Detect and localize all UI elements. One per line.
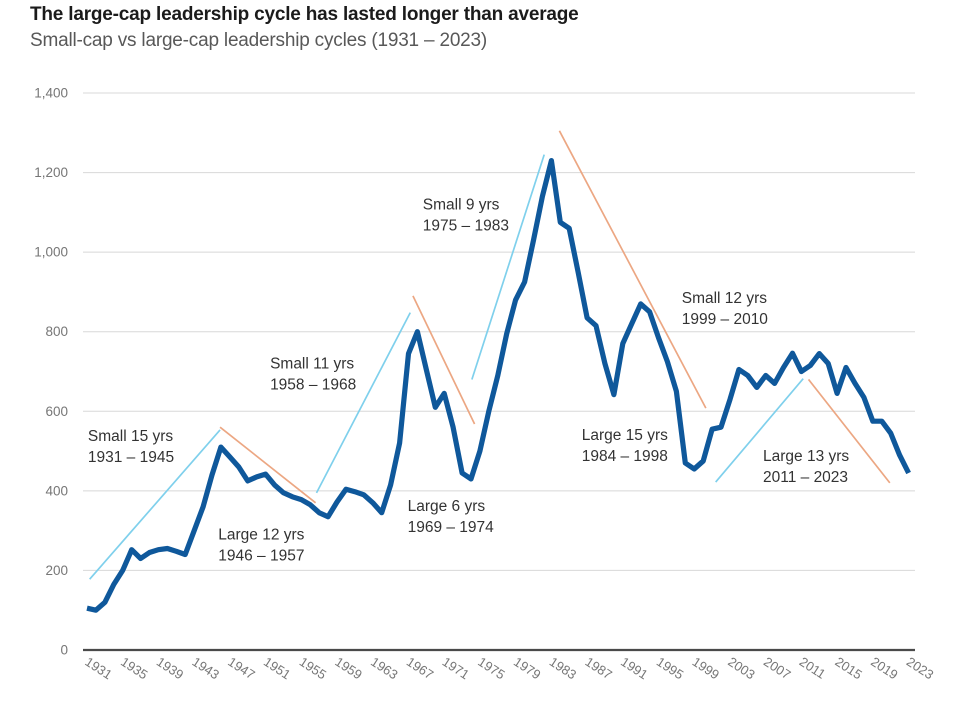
x-tick-label: 1979 — [511, 654, 543, 682]
y-tick-label: 400 — [45, 483, 68, 498]
y-tick-label: 1,200 — [34, 165, 68, 180]
x-tick-label: 1999 — [690, 654, 722, 682]
x-tick-label: 1975 — [475, 654, 507, 682]
x-tick-label: 2011 — [797, 654, 829, 682]
x-tick-label: 1931 — [82, 654, 114, 682]
cycle-small-12-yrs: Small 12 yrs 1999 – 2010 — [682, 290, 804, 483]
x-tick-label: 1947 — [225, 654, 257, 682]
cycle-small-9-yrs: Small 9 yrs 1975 – 1983 — [423, 154, 546, 380]
x-tick-label: 2015 — [832, 654, 864, 682]
x-tick-label: 2019 — [868, 654, 900, 682]
cycle-range-label: 2011 – 2023 — [763, 469, 848, 486]
cycle-label: Small 12 yrs — [682, 290, 768, 307]
cycle-label: Small 11 yrs — [270, 356, 354, 373]
cycle-label: Small 9 yrs — [423, 196, 500, 213]
small-cycle-trend-line — [315, 312, 412, 494]
cycle-range-label: 1931 – 1945 — [88, 449, 174, 466]
large-cycle-trend-line — [412, 295, 476, 425]
y-axis-labels: 0 200 400 600 800 1,000 1,200 1,400 — [34, 86, 68, 658]
cycle-label: Large 13 yrs — [763, 448, 849, 465]
cycle-label: Large 12 yrs — [218, 527, 304, 544]
small-cycle-trend-line — [89, 429, 221, 580]
y-tick-label: 1,000 — [34, 245, 68, 260]
x-tick-label: 2003 — [725, 654, 757, 682]
y-tick-label: 600 — [45, 404, 68, 419]
small-cycle-trend-line — [471, 154, 546, 380]
x-tick-label: 1967 — [404, 654, 436, 682]
x-tick-label: 1963 — [368, 654, 400, 682]
x-tick-label: 1951 — [261, 654, 293, 682]
small-cycle-trend-line — [715, 378, 804, 483]
x-tick-label: 1959 — [332, 654, 364, 682]
x-tick-label: 1971 — [440, 654, 472, 682]
x-tick-label: 1943 — [190, 654, 222, 682]
x-tick-label: 1995 — [654, 654, 686, 682]
x-axis-labels: 1931 1935 1939 1943 1947 1951 1955 1959 1963 1967… — [82, 654, 936, 682]
x-tick-label: 1939 — [154, 654, 186, 682]
x-tick-label: 2007 — [761, 654, 793, 682]
cycle-large-15-yrs: Large 15 yrs 1984 – 1998 — [558, 130, 707, 465]
y-tick-label: 1,400 — [34, 86, 68, 101]
cycle-range-label: 1984 – 1998 — [582, 448, 668, 465]
cycle-range-label: 1946 – 1957 — [218, 548, 304, 565]
y-tick-label: 0 — [60, 643, 68, 658]
cycle-label: Small 15 yrs — [88, 428, 174, 445]
large-cycle-trend-line — [558, 130, 707, 409]
chart-title: The large-cap leadership cycle has laste… — [30, 4, 579, 25]
cycle-large-12-yrs: Large 12 yrs 1946 – 1957 — [218, 426, 317, 565]
cycle-small-15-yrs: Small 15 yrs 1931 – 1945 — [88, 428, 221, 580]
cycle-range-label: 1975 – 1983 — [423, 217, 509, 234]
chart-subtitle: Small-cap vs large-cap leadership cycles… — [30, 30, 488, 51]
y-tick-label: 800 — [45, 324, 68, 339]
x-tick-label: 2023 — [904, 654, 936, 682]
large-cycle-trend-line — [807, 378, 891, 484]
x-tick-label: 1955 — [297, 654, 329, 682]
x-tick-label: 1983 — [547, 654, 579, 682]
x-tick-label: 1935 — [118, 654, 150, 682]
cycle-large-13-yrs: Large 13 yrs 2011 – 2023 — [763, 378, 891, 486]
cycle-small-11-yrs: Small 11 yrs 1958 – 1968 — [270, 312, 412, 494]
cycle-label: Large 6 yrs — [408, 498, 486, 515]
cycle-label: Large 15 yrs — [582, 427, 668, 444]
cycle-range-label: 1999 – 2010 — [682, 311, 769, 328]
x-tick-label: 1987 — [582, 654, 614, 682]
relative-performance-line — [86, 158, 911, 613]
y-tick-label: 200 — [45, 563, 68, 578]
x-tick-label: 1991 — [618, 654, 650, 682]
cycle-range-label: 1969 – 1974 — [408, 519, 495, 536]
large-cycle-trend-line — [219, 426, 317, 504]
cycle-large-6-yrs: Large 6 yrs 1969 – 1974 — [408, 295, 495, 536]
cycle-range-label: 1958 – 1968 — [270, 377, 356, 394]
